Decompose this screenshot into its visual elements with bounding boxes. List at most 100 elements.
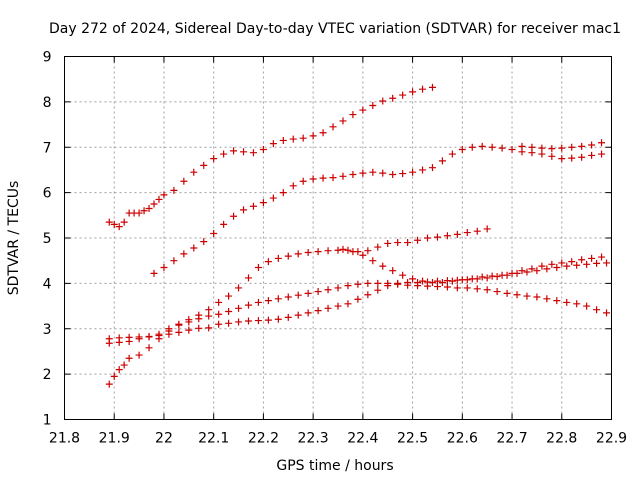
x-tick-label: 22.8 <box>546 431 577 447</box>
data-point <box>210 155 218 163</box>
data-point <box>329 174 337 182</box>
data-point <box>443 232 451 240</box>
data-point <box>155 195 163 203</box>
data-point <box>279 189 287 197</box>
plot-frame <box>64 56 612 420</box>
data-point <box>513 291 521 299</box>
data-point <box>478 273 486 281</box>
data-point <box>359 106 367 114</box>
data-point <box>379 97 387 105</box>
series-6 <box>339 245 606 286</box>
data-point <box>598 150 606 158</box>
data-point <box>498 271 506 279</box>
data-point <box>364 279 372 287</box>
x-tick-label: 21.8 <box>49 431 80 447</box>
x-axis-label: GPS time / hours <box>276 458 393 474</box>
data-point <box>438 278 446 286</box>
data-point <box>334 246 342 254</box>
data-point <box>433 277 441 285</box>
data-point <box>225 319 233 327</box>
data-point <box>165 330 173 338</box>
data-point <box>344 282 352 290</box>
data-point <box>409 88 417 96</box>
data-point <box>190 168 198 176</box>
data-point <box>120 218 128 226</box>
chart-title: Day 272 of 2024, Sidereal Day-to-day VTE… <box>49 21 621 37</box>
data-point <box>384 239 392 247</box>
data-point <box>458 276 466 284</box>
data-points <box>105 83 611 388</box>
data-point <box>543 265 551 273</box>
data-point <box>369 102 377 110</box>
data-point <box>254 263 262 271</box>
data-point <box>180 177 188 185</box>
data-point <box>433 233 441 241</box>
data-point <box>463 229 471 237</box>
data-point <box>304 249 312 257</box>
data-point <box>339 117 347 125</box>
data-point <box>389 94 397 102</box>
data-point <box>125 333 133 341</box>
data-point <box>364 291 372 299</box>
data-point <box>105 218 113 226</box>
data-point <box>498 144 506 152</box>
x-tick-label: 22.5 <box>397 431 428 447</box>
data-point <box>568 258 576 266</box>
x-tick-label: 22 <box>155 431 173 447</box>
data-point <box>115 334 123 342</box>
data-point <box>578 142 586 150</box>
y-tick-label: 5 <box>43 231 52 247</box>
data-point <box>105 380 113 388</box>
data-point <box>244 301 252 309</box>
data-point <box>453 284 461 292</box>
series-1 <box>105 83 436 231</box>
data-point <box>374 286 382 294</box>
data-point <box>135 209 143 217</box>
x-tick-label: 21.9 <box>99 431 130 447</box>
data-point <box>538 262 546 270</box>
data-point <box>488 272 496 280</box>
data-point <box>428 164 436 172</box>
data-point <box>558 259 566 267</box>
data-point <box>578 153 586 161</box>
data-point <box>463 284 471 292</box>
data-point <box>235 284 243 292</box>
data-point <box>329 123 337 131</box>
data-point <box>483 274 491 282</box>
data-point <box>553 263 561 271</box>
data-point <box>324 247 332 255</box>
data-point <box>294 311 302 319</box>
x-tick-label: 22.9 <box>596 431 627 447</box>
data-point <box>175 321 183 329</box>
data-point <box>244 274 252 282</box>
x-tick-label: 22.4 <box>347 431 378 447</box>
data-point <box>215 298 223 306</box>
data-point <box>264 297 272 305</box>
y-tick-label: 4 <box>43 276 52 292</box>
data-point <box>483 225 491 233</box>
data-point <box>588 141 596 149</box>
data-point <box>324 304 332 312</box>
data-point <box>225 308 233 316</box>
data-point <box>244 317 252 325</box>
data-point <box>598 139 606 147</box>
data-point <box>468 143 476 151</box>
data-point <box>215 320 223 328</box>
data-point <box>518 142 526 150</box>
data-point <box>215 310 223 318</box>
data-point <box>299 134 307 142</box>
x-tick-label: 22.6 <box>447 431 478 447</box>
data-point <box>279 136 287 144</box>
data-point <box>548 152 556 160</box>
data-point <box>220 150 228 158</box>
data-point <box>508 146 516 154</box>
data-point <box>110 372 118 380</box>
data-point <box>140 207 148 215</box>
data-point <box>448 277 456 285</box>
data-point <box>568 143 576 151</box>
data-point <box>135 351 143 359</box>
data-point <box>170 257 178 265</box>
data-point <box>304 309 312 317</box>
data-point <box>145 332 153 340</box>
